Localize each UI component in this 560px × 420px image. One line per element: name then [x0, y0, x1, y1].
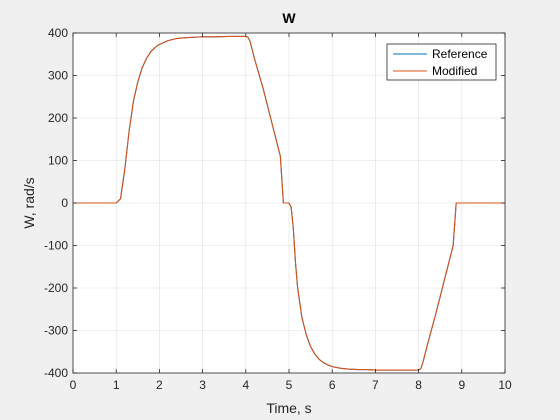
y-tick-label: -400 — [44, 366, 68, 380]
y-tick-label: 200 — [48, 111, 68, 125]
x-tick-label: 9 — [458, 378, 465, 392]
ticks — [72, 32, 506, 374]
x-tick-label: 3 — [199, 378, 206, 392]
x-tick-label: 0 — [70, 378, 77, 392]
y-tick-label: -200 — [44, 281, 68, 295]
y-tick-label: 300 — [48, 69, 68, 83]
series-layer — [73, 35, 505, 371]
y-tick-label: -300 — [44, 324, 68, 338]
x-tick-label: 5 — [286, 378, 293, 392]
x-tick-label: 8 — [415, 378, 422, 392]
x-tick-label: 1 — [113, 378, 120, 392]
x-tick-label: 4 — [242, 378, 249, 392]
y-axis-label: W, rad/s — [21, 177, 37, 228]
legend-box — [386, 43, 497, 81]
y-tick-label: 100 — [48, 154, 68, 168]
legend[interactable]: Reference Modified — [386, 43, 497, 81]
x-tick-label: 7 — [372, 378, 379, 392]
y-tick-label: 0 — [61, 196, 68, 210]
chart-title: W — [282, 10, 296, 26]
legend-label-reference: Reference — [432, 47, 488, 61]
x-tick-label: 2 — [156, 378, 163, 392]
series-line-modified — [73, 35, 505, 371]
x-axis-label: Time, s — [266, 400, 311, 416]
x-tick-label: 10 — [498, 378, 512, 392]
legend-label-modified: Modified — [432, 64, 477, 78]
x-tick-label: 6 — [329, 378, 336, 392]
y-tick-label: -100 — [44, 239, 68, 253]
y-tick-label: 400 — [48, 26, 68, 40]
tick-labels: 0 1 2 3 4 5 6 7 8 9 10 -400 -300 -200 -100 0 100 200 300 40… — [44, 26, 512, 392]
